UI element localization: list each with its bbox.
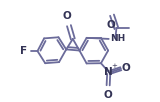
- Text: O: O: [107, 20, 115, 30]
- Text: F: F: [20, 46, 27, 56]
- Text: N: N: [104, 67, 113, 77]
- Text: +: +: [112, 63, 117, 69]
- Text: O: O: [122, 63, 131, 73]
- Text: NH: NH: [110, 34, 125, 43]
- Text: ⁻: ⁻: [125, 62, 130, 71]
- Text: O: O: [104, 90, 112, 100]
- Text: O: O: [62, 11, 71, 21]
